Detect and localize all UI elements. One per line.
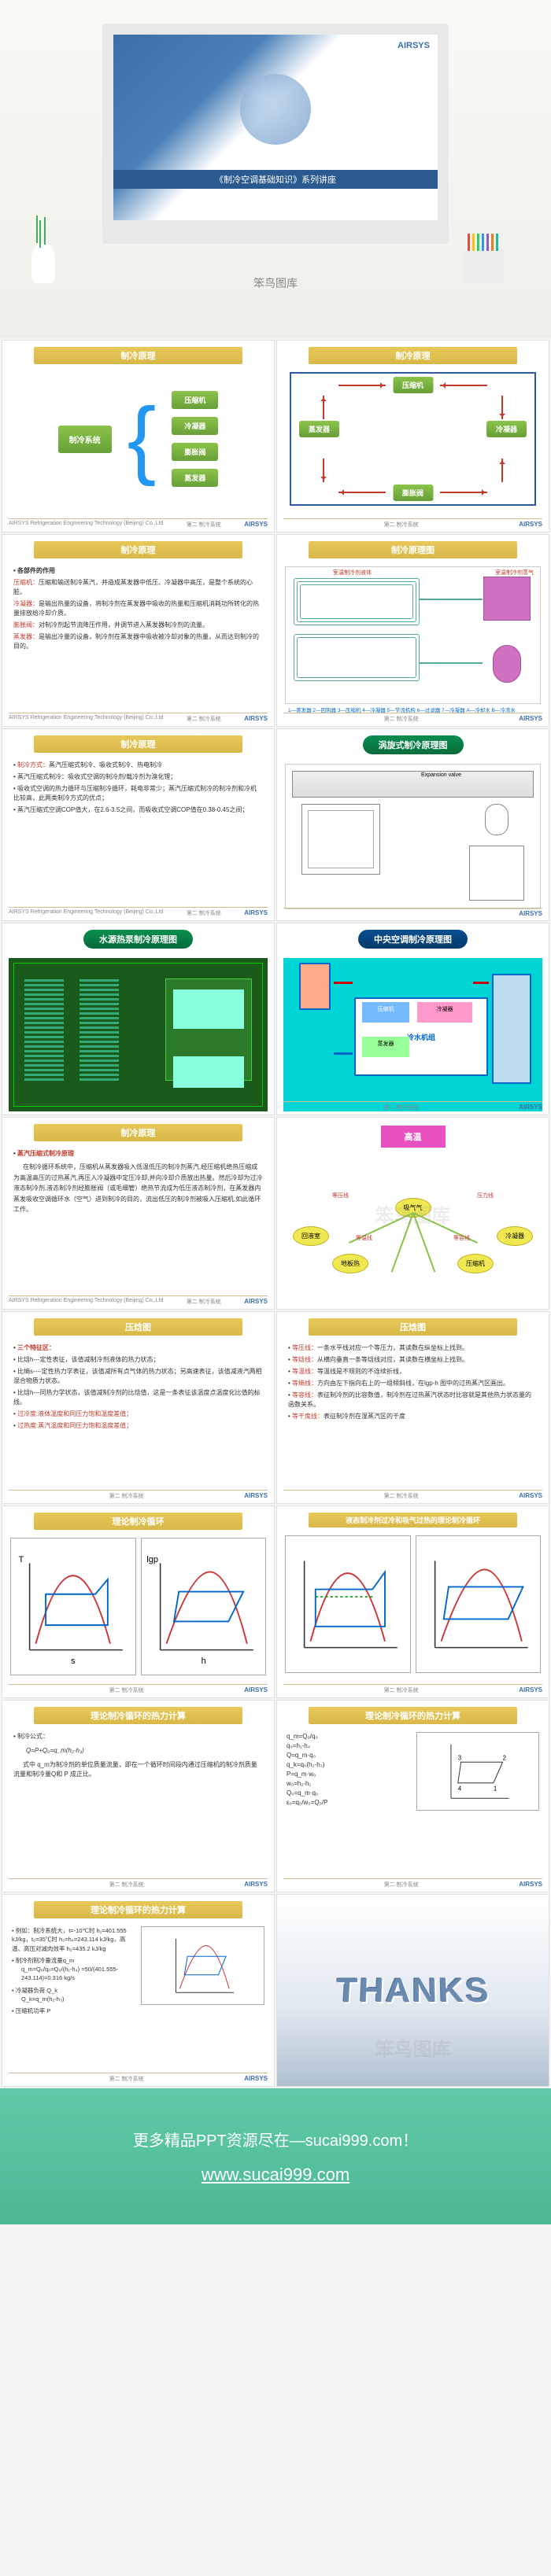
thanks-text: THANKS <box>335 1971 491 2010</box>
comp-compressor: 压缩机 <box>172 391 218 409</box>
promo-banner: 更多精品PPT资源尽在—sucai999.com！ www.sucai999.c… <box>0 2088 551 2224</box>
globe-graphic <box>240 74 311 145</box>
system-box: 制冷系统 <box>58 426 112 453</box>
slide-title: 涡旋式制冷原理图 <box>363 735 464 754</box>
slide-vapor-compression-text: 制冷原理 蒸汽压缩式制冷原理 在制冷循环系统中，压缩机从蒸发器吸入低温低压的制冷… <box>2 1117 275 1310</box>
pencil-cup-prop <box>464 248 504 283</box>
slide-principle-cycle: 制冷原理 压缩机 蒸发器 冷凝器 膨胀阀 第二 制冷系统AIRSYS <box>276 340 549 533</box>
monitor-frame: AIRSYS 《制冷空调基础知识》系列讲座 <box>102 24 449 244</box>
svg-text:3: 3 <box>457 1754 461 1761</box>
slide-ph-regions: 压焓图 三个特征区： 比焓h---定性表征，该值减制冷剂液体的热力状态； 比熵s… <box>2 1311 275 1504</box>
slide-title: 水源热泵制冷原理图 <box>83 930 193 949</box>
slide-title: 压焓图 <box>309 1318 517 1336</box>
slide-cooling-methods: 制冷原理 制冷方式：蒸汽压缩式制冷、吸收式制冷、热电制冷 蒸汽压缩式制冷：吸收式… <box>2 728 275 921</box>
slide-water-source-hp: 水源热泵制冷原理图 <box>2 923 275 1115</box>
comp-evaporator: 蒸发器 <box>172 469 218 487</box>
slide-title: 理论制冷循环的热力计算 <box>34 1707 242 1724</box>
slide-ph-lines: 压焓图 等压线：一条水平线对应一个等压力，其读数在纵坐标上找到。 等焓线：从横向… <box>276 1311 549 1504</box>
slide-grid: 制冷原理 制冷系统 { 压缩机 冷凝器 膨胀阀 蒸发器 AIRSYS Refri… <box>0 338 551 2088</box>
svg-text:T: T <box>18 1555 24 1564</box>
refrigeration-schematic: 室温制冷剂液体 室温制冷剂蒸气 <box>285 566 541 704</box>
hero-section: AIRSYS 《制冷空调基础知识》系列讲座 笨鸟图库 <box>0 0 551 338</box>
svg-text:1: 1 <box>493 1786 496 1793</box>
node-compressor: 压缩机 <box>393 377 433 393</box>
slide-title: 制冷原理图 <box>309 541 517 558</box>
comp-condenser: 冷凝器 <box>172 417 218 435</box>
heading: 各部件的作用 <box>13 566 263 576</box>
slide-title: 制冷原理 <box>34 735 242 753</box>
svg-text:h: h <box>201 1657 205 1666</box>
slide-title: 压焓图 <box>34 1318 242 1336</box>
slide-title: 理论制冷循环 <box>34 1513 242 1530</box>
pink-title: 高温 <box>381 1126 446 1148</box>
dark-schematic <box>9 958 268 1111</box>
slide-flow-diagram: 高温 吸气气 回液室 冷凝器 地板热 压缩机 等压线 压力线 等温线 等容线 笨… <box>276 1117 549 1310</box>
svg-text:2: 2 <box>502 1754 505 1761</box>
bracket-icon: { <box>128 404 157 474</box>
block-diagram: 制冷系统 { 压缩机 冷凝器 膨胀阀 蒸发器 <box>2 372 274 506</box>
slide-heat-calc-2: 理论制冷循环的热力计算 q_m=Q₀/q₀ q₀=h₁-h₄ Q=q_m·q₀ … <box>276 1700 549 1892</box>
slide-subcool-charts: 液态制冷剂过冷和吸气过热的理论制冷循环 第二 制冷系统AIRSYS <box>276 1505 549 1698</box>
slide-title: 理论制冷循环的热力计算 <box>34 1901 242 1918</box>
title-band: 《制冷空调基础知识》系列讲座 <box>113 170 438 189</box>
comp-expansion: 膨胀阀 <box>172 443 218 461</box>
slide-scroll-diagram: 涡旋式制冷原理图 Expansion valve AIRSYS <box>276 728 549 921</box>
chart-row: sT hlgp <box>10 1538 266 1675</box>
hero-label: 笨鸟图库 <box>253 275 298 291</box>
label-top: 室温制冷剂液体 <box>333 569 372 577</box>
banner-link[interactable]: www.sucai999.com <box>202 2165 349 2184</box>
cyan-schematic: 冷水机组 压缩机 冷凝器 蒸发器 <box>283 958 542 1111</box>
vase-prop <box>31 244 55 283</box>
footer-copyright: AIRSYS Refrigeration Engineering Technol… <box>9 521 163 529</box>
slide-title: 理论制冷循环的热力计算 <box>309 1707 517 1724</box>
slide-title: 中央空调制冷原理图 <box>358 930 468 949</box>
slide-principle-schematic: 制冷原理图 室温制冷剂液体 室温制冷剂蒸气 1—蒸发器 2—回热器 3—压缩机 … <box>276 534 549 727</box>
text-content: 制冷方式：蒸汽压缩式制冷、吸收式制冷、热电制冷 蒸汽压缩式制冷：吸收式空调的制冷… <box>2 761 274 815</box>
node-condenser: 冷凝器 <box>486 421 527 437</box>
chart-row <box>285 1535 541 1673</box>
svg-text:lgp: lgp <box>146 1555 158 1564</box>
svg-text:4: 4 <box>457 1786 461 1793</box>
svg-text:s: s <box>71 1657 76 1666</box>
paragraph: 在制冷循环系统中，压缩机从蒸发器吸入低温低压的制冷剂蒸汽,经压缩机绝热压缩成为高… <box>13 1162 263 1215</box>
slide-title: 制冷原理 <box>34 541 242 558</box>
label-right: 室温制冷剂蒸气 <box>495 569 534 577</box>
slide-title: 制冷原理 <box>34 1124 242 1141</box>
ts-chart: sT <box>10 1538 136 1675</box>
ph-chart-2 <box>416 1535 542 1673</box>
slide-central-ac: 中央空调制冷原理图 冷水机组 压缩机 冷凝器 蒸发器 第二 制冷系统AIRSYS <box>276 923 549 1115</box>
slide-ideal-cycle-charts: 理论制冷循环 sT hlgp 第二 制冷系统AIRSYS <box>2 1505 275 1698</box>
slide-component-roles: 制冷原理 各部件的作用 压缩机：压缩和输送制冷蒸汽，并造成蒸发器中低压、冷凝器中… <box>2 534 275 727</box>
banner-text: 更多精品PPT资源尽在—sucai999.com！ <box>16 2128 535 2150</box>
ph-chart: h lgp <box>141 1538 267 1675</box>
mini-ph-chart-2 <box>141 1926 265 2005</box>
slide-title: 制冷原理 <box>309 347 517 364</box>
slide-heat-calc-example: 理论制冷循环的热力计算 例如：制冷系统大，t=-10℃时 h₁=401.555 … <box>2 1894 275 2087</box>
node-evaporator: 蒸发器 <box>299 421 339 437</box>
text-content: 各部件的作用 压缩机：压缩和输送制冷蒸汽，并造成蒸发器中低压、冷凝器中高压，是整… <box>2 566 274 651</box>
slide-title: 液态制冷剂过冷和吸气过热的理论制冷循环 <box>309 1513 517 1528</box>
heading: 蒸汽压缩式制冷原理 <box>13 1149 263 1159</box>
slide-footer: 第二 制冷系统AIRSYS <box>283 518 542 529</box>
footer-chapter: 第二 制冷系统 <box>187 521 221 529</box>
slide-title: 制冷原理 <box>34 347 242 364</box>
ts-chart-2 <box>285 1535 411 1673</box>
brand-text: AIRSYS <box>398 41 430 50</box>
slide-heat-calc-formula: 理论制冷循环的热力计算 制冷公式： Q=P+Q₀=q_m(h₂-h₃) 式中 q… <box>2 1700 275 1892</box>
title-slide: AIRSYS 《制冷空调基础知识》系列讲座 <box>113 35 438 220</box>
cycle-diagram: 压缩机 蒸发器 冷凝器 膨胀阀 <box>290 372 536 506</box>
radial-flow: 吸气气 回液室 冷凝器 地板热 压缩机 等压线 压力线 等温线 等容线 <box>285 1155 541 1273</box>
scroll-schematic: Expansion valve <box>285 764 541 909</box>
footer-brand: AIRSYS <box>244 521 268 529</box>
formula: Q=P+Q₀=q_m(h₂-h₃) <box>26 1746 263 1756</box>
slide-footer: AIRSYS Refrigeration Engineering Technol… <box>9 518 268 529</box>
slide-thanks: THANKS 笨鸟图库 <box>276 1894 549 2087</box>
mini-ph-chart: 4 1 2 3 <box>416 1732 540 1811</box>
node-expansion: 膨胀阀 <box>393 485 433 501</box>
slide-principle-blocks: 制冷原理 制冷系统 { 压缩机 冷凝器 膨胀阀 蒸发器 AIRSYS Refri… <box>2 340 275 533</box>
